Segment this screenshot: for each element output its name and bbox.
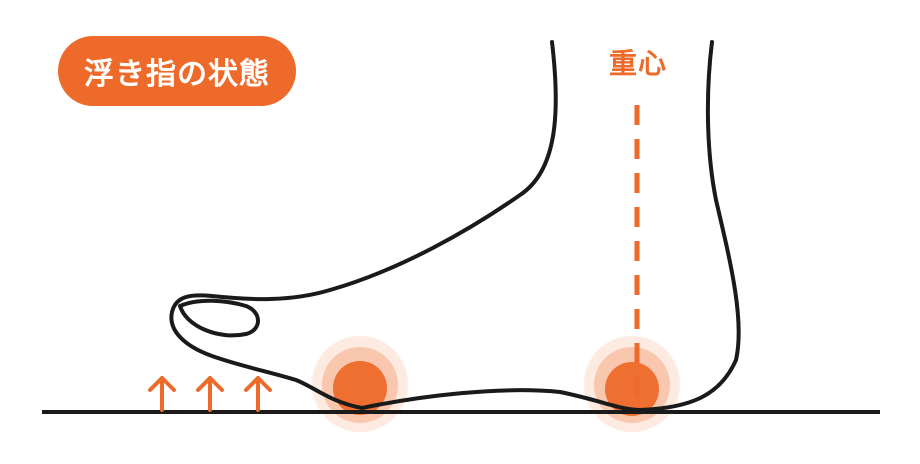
big-toe — [178, 298, 260, 338]
up-arrow-icon — [244, 376, 272, 412]
up-arrow-icon — [196, 376, 224, 412]
pressure-point-heel — [584, 336, 680, 432]
up-arrows — [148, 376, 272, 412]
floating-toe-badge: 浮き指の状態 — [58, 36, 296, 106]
foot-top-and-toe — [169, 40, 741, 412]
up-arrow-icon — [148, 376, 176, 412]
foot-outline — [169, 40, 741, 412]
center-of-gravity-label: 重心 — [608, 47, 667, 80]
pressure-point-forefoot — [312, 336, 408, 432]
